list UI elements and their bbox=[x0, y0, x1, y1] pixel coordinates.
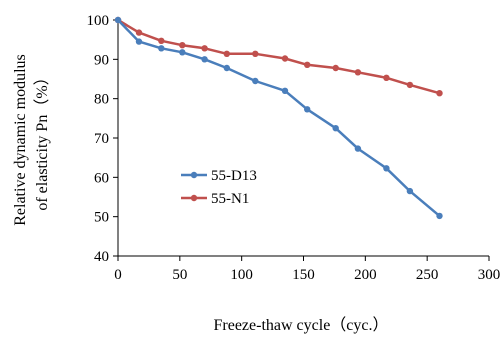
series-layer bbox=[114, 16, 443, 220]
data-point bbox=[201, 45, 208, 52]
x-tick-label: 300 bbox=[478, 267, 501, 283]
y-axis-title-line: Relative dynamic modulus bbox=[12, 54, 29, 226]
data-point bbox=[179, 42, 186, 49]
series-line bbox=[117, 18, 440, 95]
x-tick-label: 150 bbox=[292, 267, 315, 283]
y-tick-label: 90 bbox=[94, 52, 109, 68]
data-point bbox=[158, 45, 165, 52]
data-point bbox=[252, 50, 259, 57]
axes bbox=[117, 20, 489, 257]
x-tick-label: 250 bbox=[416, 267, 439, 283]
data-point bbox=[135, 29, 143, 36]
data-point bbox=[406, 187, 414, 195]
legend-item: 55-D13 bbox=[181, 168, 257, 184]
data-point bbox=[354, 145, 362, 152]
y-tick-label: 80 bbox=[94, 92, 109, 108]
data-point bbox=[332, 64, 339, 72]
data-point bbox=[383, 165, 390, 172]
data-point bbox=[135, 38, 143, 45]
data-point bbox=[304, 61, 311, 68]
data-point bbox=[281, 87, 289, 95]
y-axis-title-line: of elasticity Pn（%） bbox=[33, 69, 51, 210]
legend-swatch-marker bbox=[190, 194, 198, 202]
x-tick-label: 100 bbox=[230, 267, 253, 283]
data-point bbox=[354, 69, 362, 76]
data-point bbox=[332, 125, 339, 132]
x-tick-label: 50 bbox=[172, 267, 187, 283]
legend-label: 55-D13 bbox=[211, 168, 257, 184]
legend-swatch-marker bbox=[190, 171, 198, 179]
y-tick-label: 50 bbox=[94, 210, 109, 226]
y-tick-label: 40 bbox=[94, 249, 109, 265]
x-tick-label: 0 bbox=[114, 267, 122, 283]
series-line bbox=[117, 19, 441, 217]
data-point bbox=[252, 77, 259, 85]
x-tick-label: 200 bbox=[354, 267, 377, 283]
y-tick-label: 70 bbox=[94, 131, 109, 147]
y-tick-label: 60 bbox=[94, 170, 109, 186]
data-point bbox=[179, 49, 186, 56]
data-point bbox=[436, 212, 443, 220]
y-axis-ticks: 40 50 60 70 80 90 100 bbox=[87, 13, 118, 265]
data-point bbox=[223, 64, 230, 72]
data-point bbox=[436, 90, 443, 97]
series-55-N1 bbox=[114, 16, 443, 97]
y-axis-title: Relative dynamic modulus of elasticity Pn… bbox=[12, 54, 51, 226]
legend: 55-D13 55-N1 bbox=[181, 168, 257, 207]
legend-item: 55-N1 bbox=[181, 191, 249, 207]
legend-label: 55-N1 bbox=[211, 191, 249, 207]
data-point bbox=[201, 56, 208, 63]
x-axis-ticks: 0 50 100 150 200 250 300 bbox=[114, 256, 500, 283]
data-point bbox=[281, 55, 289, 62]
series-55-D13 bbox=[114, 16, 443, 220]
data-point bbox=[383, 74, 390, 82]
y-tick-label: 100 bbox=[87, 13, 110, 29]
data-point bbox=[114, 16, 122, 24]
data-point bbox=[304, 106, 311, 113]
data-point bbox=[223, 50, 230, 57]
data-point bbox=[406, 81, 414, 89]
data-point bbox=[158, 37, 165, 44]
x-axis-title: Freeze-thaw cycle（cyc.） bbox=[213, 316, 388, 334]
